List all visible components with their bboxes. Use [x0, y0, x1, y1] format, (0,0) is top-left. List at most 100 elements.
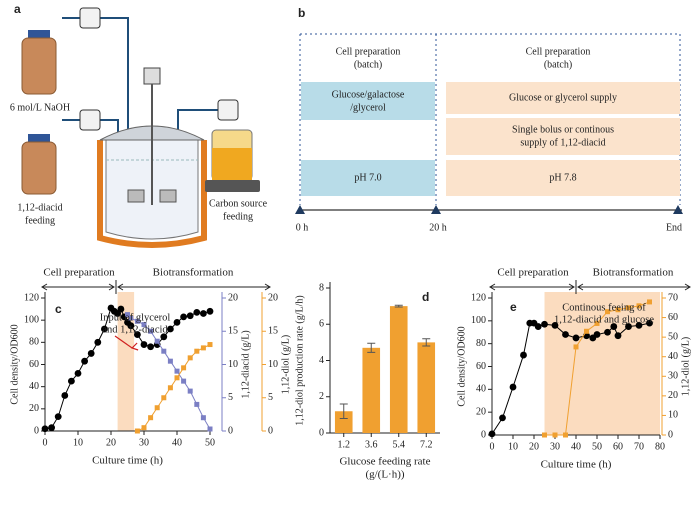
bar — [417, 342, 436, 433]
marker — [41, 425, 49, 433]
jacket — [97, 140, 207, 248]
pump — [217, 99, 239, 121]
marker — [94, 338, 102, 346]
x-tick-label: 10 — [508, 441, 518, 452]
marker — [81, 357, 88, 365]
y-tick-label: 50 — [668, 331, 678, 342]
y-tick-label: 40 — [29, 381, 39, 392]
y-tick-label: 0 — [668, 429, 673, 440]
y-tick-label: 5 — [228, 392, 233, 403]
bottle — [21, 141, 57, 195]
condition: /glycerol — [350, 102, 386, 113]
marker — [48, 424, 55, 432]
condition: Glucose or glycerol supply — [509, 92, 617, 103]
phase-label: Cell preparation — [43, 267, 115, 279]
marker — [174, 368, 180, 374]
panel-label: c — [55, 302, 62, 316]
x-tick-label: 50 — [205, 437, 215, 448]
x-axis-label: (g/(L·h)) — [365, 469, 404, 481]
marker — [200, 345, 206, 351]
marker — [167, 325, 174, 333]
y-tick-label: 2 — [319, 391, 324, 402]
phase-divider — [299, 33, 681, 205]
marker — [562, 331, 569, 338]
y-tick-label: 30 — [668, 371, 678, 382]
condition-box — [446, 82, 680, 114]
marker — [541, 320, 548, 328]
x-tick-label: 0 — [490, 441, 495, 452]
bottle-cap — [28, 134, 50, 142]
marker — [584, 328, 589, 334]
x-axis-label: Culture time (h) — [541, 459, 612, 471]
time-label: 20 h — [429, 222, 447, 233]
y-tick-label: 80 — [29, 337, 39, 348]
marker — [635, 322, 643, 329]
caption: feeding — [25, 215, 55, 226]
condition: pH 7.0 — [354, 172, 381, 183]
marker — [604, 328, 611, 336]
x-tick-label: 40 — [172, 437, 182, 448]
marker — [605, 309, 610, 315]
marker — [61, 392, 69, 399]
y-tick-label: 10 — [268, 359, 278, 370]
marker — [187, 388, 193, 394]
panel-a: a 6 mol/L NaOH 1,12-diacid feeding Carbo… — [10, 2, 268, 248]
marker — [520, 351, 527, 359]
marker — [154, 405, 160, 411]
marker — [125, 312, 130, 318]
x-tick-label: 80 — [655, 441, 665, 452]
annotation: 1,12-diacid and glucose — [554, 314, 654, 325]
x-tick-label: 70 — [634, 441, 644, 452]
panel-label: a — [14, 2, 21, 16]
marker — [542, 432, 547, 438]
y-tick-label: 20 — [29, 403, 39, 414]
marker — [174, 375, 180, 381]
x-tick-label: 7.2 — [420, 439, 433, 450]
marker — [173, 318, 181, 326]
bar — [334, 411, 353, 433]
condition-box — [446, 118, 680, 155]
marker — [167, 385, 173, 391]
marker — [193, 309, 201, 316]
y-tick-label: 20 — [476, 406, 486, 417]
x-tick-label: 20 — [529, 441, 539, 452]
y-tick-label: 20 — [228, 292, 238, 303]
marker — [186, 312, 194, 320]
condition: Single bolus or continous — [512, 124, 614, 135]
annotation: and 1,12-diacid — [102, 324, 168, 335]
bar — [389, 306, 408, 433]
marker — [147, 343, 155, 351]
x-tick-label: 40 — [571, 441, 581, 452]
bottle — [21, 37, 57, 95]
motor — [143, 67, 161, 85]
caption: feeding — [223, 211, 253, 222]
x-tick-label: 3.6 — [365, 439, 378, 450]
phase-arrow — [489, 283, 691, 291]
marker — [194, 401, 200, 407]
marker — [594, 320, 600, 326]
caption: 1,12-diacid — [17, 202, 62, 213]
pump — [79, 7, 101, 29]
y-tick-label: 20 — [268, 292, 278, 303]
y-tick-label: 120 — [24, 292, 39, 303]
y-tick-label: 5 — [268, 392, 273, 403]
error-bar — [422, 338, 431, 347]
x-tick-label: 60 — [613, 441, 623, 452]
condition-box — [446, 160, 680, 196]
x-tick-label: 30 — [139, 437, 149, 448]
y-tick-label: 40 — [668, 351, 678, 362]
y-tick-label: 6 — [319, 319, 324, 330]
marker — [134, 331, 141, 338]
y-axis-label: Cell density/OD600 — [9, 324, 20, 404]
panel-label: d — [422, 290, 429, 304]
marker — [161, 348, 167, 354]
phase-label: Biotransformation — [593, 267, 674, 279]
marker — [134, 318, 140, 324]
error-bar — [394, 304, 403, 308]
marker — [499, 414, 506, 422]
phase-label: Cell preparation — [497, 267, 569, 279]
caption: Carbon source — [209, 198, 268, 209]
marker — [154, 338, 160, 344]
x-tick-label: 0 — [43, 437, 48, 448]
